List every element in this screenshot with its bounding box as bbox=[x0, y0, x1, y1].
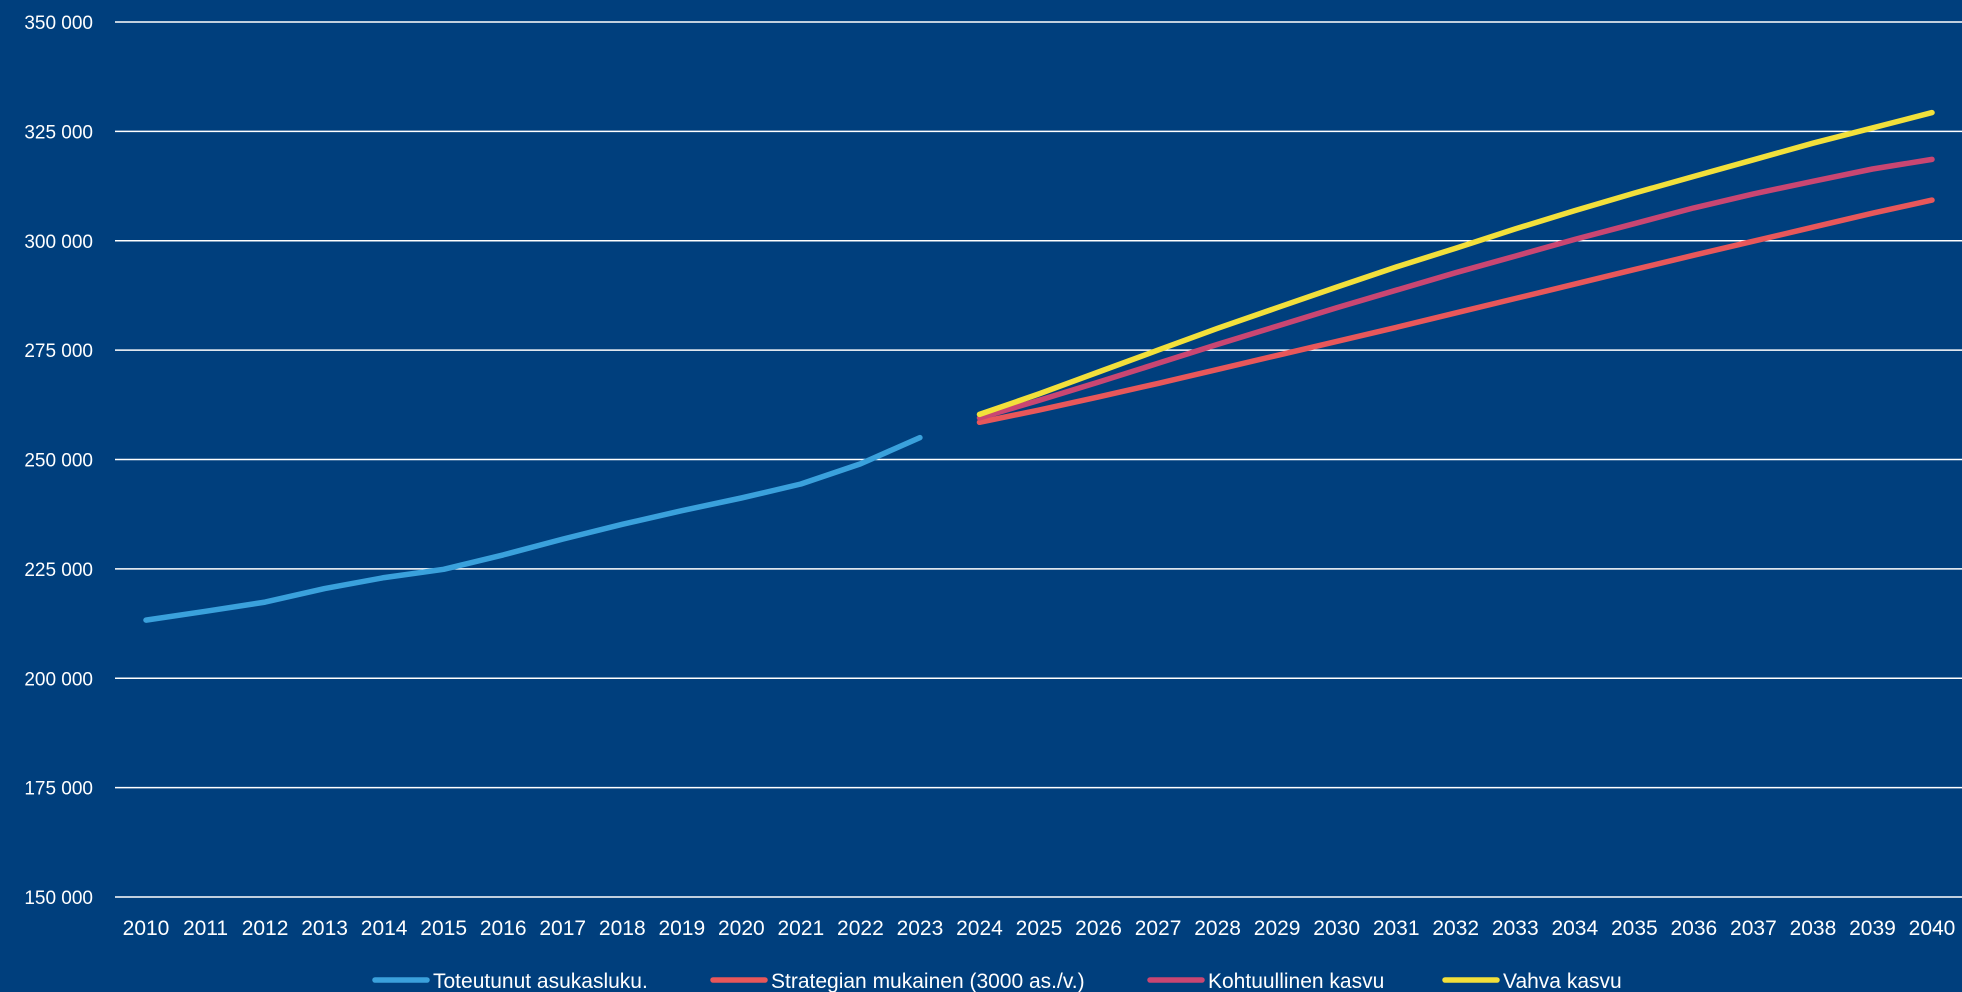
x-tick-label: 2026 bbox=[1075, 917, 1122, 940]
gridlines bbox=[115, 21, 1962, 898]
y-tick-label: 225 000 bbox=[24, 560, 93, 581]
y-tick-label: 325 000 bbox=[24, 122, 93, 143]
legend-item: Toteutunut asukasluku. bbox=[372, 970, 648, 992]
x-tick-label: 2029 bbox=[1254, 917, 1301, 940]
legend-item: Vahva kasvu bbox=[1442, 970, 1622, 992]
x-tick-label: 2018 bbox=[599, 917, 646, 940]
x-tick-label: 2022 bbox=[837, 917, 884, 940]
series-line-vahva-kasvu bbox=[976, 109, 1935, 418]
x-tick-label: 2019 bbox=[658, 917, 705, 940]
x-tick-label: 2015 bbox=[420, 917, 467, 940]
y-tick-label: 300 000 bbox=[24, 232, 93, 253]
y-tick-label: 275 000 bbox=[24, 341, 93, 362]
legend-label: Vahva kasvu bbox=[1503, 970, 1622, 992]
legend-label: Strategian mukainen (3000 as./v.) bbox=[771, 970, 1085, 992]
x-tick-label: 2037 bbox=[1730, 917, 1777, 940]
x-tick-label: 2017 bbox=[539, 917, 586, 940]
x-tick-label: 2034 bbox=[1551, 917, 1598, 940]
x-tick-label: 2033 bbox=[1492, 917, 1539, 940]
x-tick-label: 2040 bbox=[1909, 917, 1956, 940]
series-line-toteutunut-asukasluku bbox=[143, 434, 923, 623]
y-tick-label: 175 000 bbox=[24, 779, 93, 800]
y-tick-label: 350 000 bbox=[24, 13, 93, 34]
x-tick-label: 2014 bbox=[361, 917, 408, 940]
legend-item: Strategian mukainen (3000 as./v.) bbox=[710, 970, 1085, 992]
series-lines bbox=[143, 109, 1935, 623]
legend-label: Toteutunut asukasluku. bbox=[433, 970, 648, 992]
x-tick-label: 2035 bbox=[1611, 917, 1658, 940]
x-tick-label: 2031 bbox=[1373, 917, 1420, 940]
x-tick-label: 2010 bbox=[123, 917, 170, 940]
x-tick-label: 2016 bbox=[480, 917, 527, 940]
x-tick-label: 2030 bbox=[1313, 917, 1360, 940]
x-tick-label: 2013 bbox=[301, 917, 348, 940]
x-tick-label: 2025 bbox=[1016, 917, 1063, 940]
y-tick-label: 150 000 bbox=[24, 888, 93, 909]
x-tick-label: 2011 bbox=[183, 917, 228, 940]
x-axis-tick-labels: 2010 2011 2012 2013 2014 2015 2016 2017 2018 2019… bbox=[123, 917, 1956, 940]
y-tick-label: 200 000 bbox=[24, 669, 93, 690]
legend: Toteutunut asukasluku. Strategian mukaine… bbox=[372, 970, 1622, 992]
x-tick-label: 2036 bbox=[1671, 917, 1718, 940]
x-tick-label: 2028 bbox=[1194, 917, 1241, 940]
legend-label: Kohtuullinen kasvu bbox=[1208, 970, 1384, 992]
x-tick-label: 2032 bbox=[1432, 917, 1479, 940]
series-line-strategian-mukainen-3000-as-v bbox=[976, 197, 1935, 426]
y-axis-tick-labels: 150 000 175 000 200 000 225 000 250 000 275 0… bbox=[24, 13, 93, 909]
x-tick-label: 2038 bbox=[1790, 917, 1837, 940]
series-line-kohtuullinen-kasvu bbox=[976, 156, 1935, 421]
x-tick-label: 2039 bbox=[1849, 917, 1896, 940]
y-tick-label: 250 000 bbox=[24, 451, 93, 472]
x-tick-label: 2020 bbox=[718, 917, 765, 940]
x-tick-label: 2027 bbox=[1135, 917, 1182, 940]
legend-item: Kohtuullinen kasvu bbox=[1147, 970, 1384, 992]
x-tick-label: 2012 bbox=[242, 917, 289, 940]
x-tick-label: 2021 bbox=[778, 917, 825, 940]
x-tick-label: 2024 bbox=[956, 917, 1003, 940]
x-tick-label: 2023 bbox=[897, 917, 944, 940]
